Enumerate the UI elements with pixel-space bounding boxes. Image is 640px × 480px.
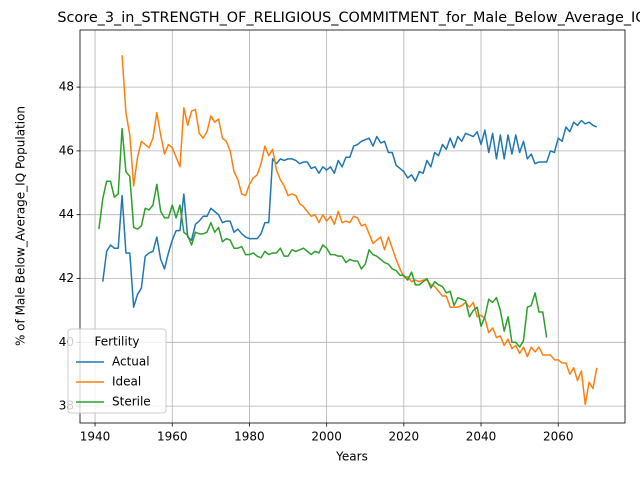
series-line [121, 55, 598, 406]
legend-box [67, 328, 167, 414]
legend-label: Sterile [112, 395, 151, 409]
series-line [102, 119, 598, 308]
x-tick-label: 1940 [80, 430, 111, 444]
plot-frame [79, 29, 626, 424]
y-tick-label: 42 [59, 271, 74, 285]
legend: Fertility Actual Ideal Sterile [67, 328, 167, 414]
x-tick-label: 2040 [466, 430, 497, 444]
x-tick-label: 1980 [234, 430, 265, 444]
y-tick-label: 46 [59, 143, 74, 157]
x-tick-label: 2060 [543, 430, 574, 444]
y-tick-label: 44 [59, 207, 74, 221]
legend-title: Fertility [94, 335, 139, 349]
series-line [98, 127, 548, 348]
x-axis-label: Years [335, 450, 368, 464]
legend-label: Actual [112, 355, 150, 369]
x-tick-label: 2000 [311, 430, 342, 444]
y-tick-label: 48 [59, 80, 74, 94]
x-tick-label: 2020 [389, 430, 420, 444]
chart-title: Score_3_in_STRENGTH_OF_RELIGIOUS_COMMITM… [57, 10, 640, 26]
x-tick-label: 1960 [157, 430, 188, 444]
legend-label: Ideal [112, 375, 141, 389]
y-axis-label: % of Male Below_Average_IQ Population [14, 106, 28, 346]
